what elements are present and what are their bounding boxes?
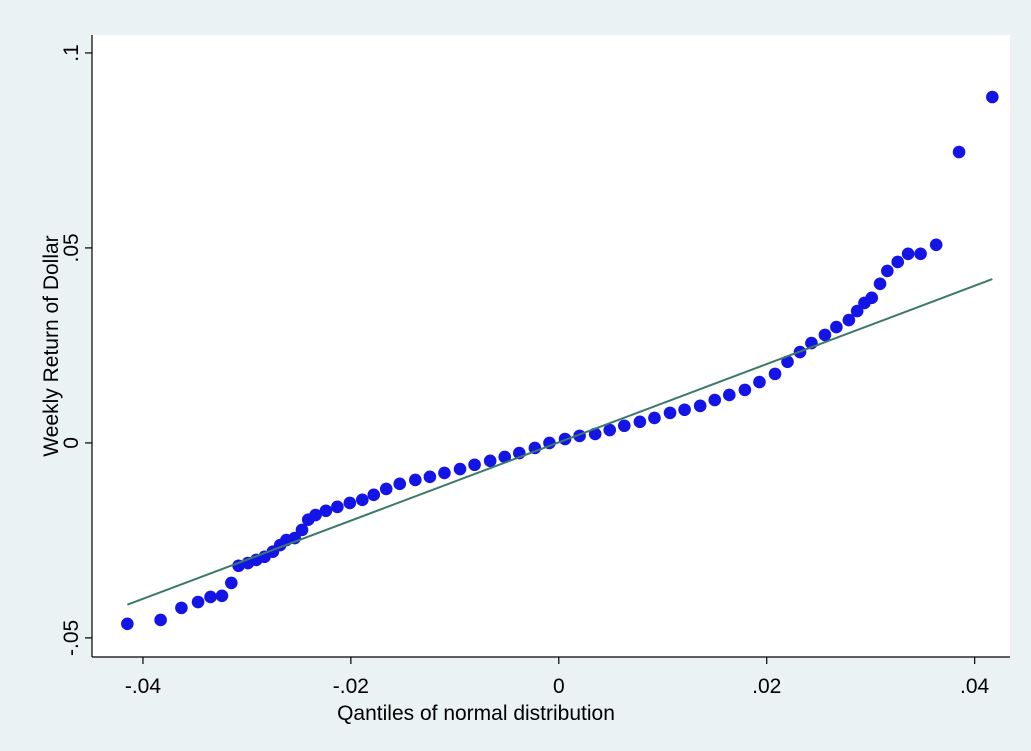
plot-area [92,35,1010,657]
reference-line [126,278,993,606]
point [738,383,752,397]
point [830,320,843,334]
x-tick-label: .04 [960,675,990,698]
point [438,466,451,480]
point [295,523,309,537]
point [453,462,467,476]
point [175,601,188,615]
point [309,508,322,522]
point [423,470,437,484]
point [379,482,393,496]
point [204,590,217,604]
point [356,493,369,507]
point [708,393,722,407]
point [343,496,357,510]
point [850,304,864,318]
point [121,617,134,631]
y-tick-label: -.05 [60,620,83,656]
point [319,504,333,518]
point [952,145,966,159]
y-tick-label: 0 [60,437,83,449]
point [722,388,736,402]
point [468,458,481,472]
point [929,238,943,252]
point [498,450,512,464]
point [367,488,381,502]
point [901,247,915,261]
point [842,313,856,327]
point [986,90,999,104]
point [891,255,905,269]
point [483,454,497,468]
point [753,375,766,389]
x-tick-label: 0 [553,675,565,698]
point [678,403,691,417]
x-tick-label: -.04 [125,675,162,698]
y-tick-label: .1 [60,44,83,62]
point [693,399,707,413]
point [215,589,229,603]
point [818,328,832,342]
point [663,406,677,420]
y-tick-label: .05 [60,233,83,262]
y-axis-title: Weekly Return of Dollar [40,235,63,456]
x-tick-label: .02 [752,675,781,698]
point [393,477,407,491]
point [768,367,782,381]
x-tick-label: -.02 [333,675,369,698]
point [331,500,344,514]
point [617,419,631,433]
point [225,576,238,590]
point [191,595,205,609]
point [873,277,887,291]
point [603,423,617,437]
point [648,411,661,425]
point [633,415,647,429]
point [781,355,794,369]
point [409,473,422,487]
point [881,264,894,278]
x-axis-title: Qantiles of normal distribution [337,702,615,725]
point [154,613,167,627]
point [914,247,927,261]
point [865,291,879,305]
